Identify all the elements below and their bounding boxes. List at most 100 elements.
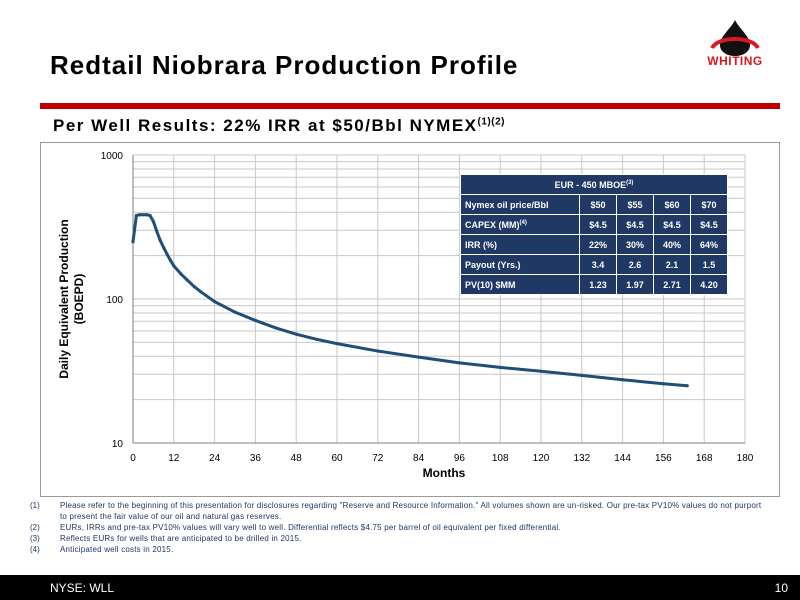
data-point xyxy=(138,213,142,217)
eur-cell: 1.23 xyxy=(579,274,617,295)
data-point xyxy=(148,213,152,218)
eur-row-label-text: Payout (Yrs.) xyxy=(465,259,521,270)
eur-cell: $4.5 xyxy=(616,214,654,235)
x-tick-label: 84 xyxy=(413,453,425,464)
eur-cell: $55 xyxy=(616,194,654,215)
title-divider xyxy=(40,103,780,109)
chart-frame xyxy=(40,142,780,497)
chart-subtitle: Per Well Results: 22% IRR at $50/Bbl NYM… xyxy=(53,116,505,136)
eur-table-row: Payout (Yrs.) 3.4 2.6 2.1 1.5 xyxy=(460,254,728,275)
eur-row-label: IRR (%) xyxy=(460,234,580,255)
footnote-number: (2) xyxy=(30,523,40,532)
x-tick-label: 72 xyxy=(372,453,384,464)
eur-row-label: PV(10) $MM xyxy=(460,274,580,295)
x-axis-title: Months xyxy=(423,466,466,480)
eur-cell: 4.20 xyxy=(690,274,728,295)
x-tick-label: 180 xyxy=(737,453,754,464)
x-tick-label: 144 xyxy=(614,453,631,464)
x-tick-label: 168 xyxy=(696,453,713,464)
data-point xyxy=(151,219,155,224)
footnotes: (1) Please refer to the beginning of thi… xyxy=(30,500,770,555)
eur-cell: 2.71 xyxy=(653,274,691,295)
footnote: (2) EURs, IRRs and pre-tax PV10% values … xyxy=(30,522,770,533)
data-point xyxy=(253,318,257,323)
data-point xyxy=(233,310,237,314)
subtitle-footnote-ref: (1)(2) xyxy=(477,116,505,128)
x-tick-label: 60 xyxy=(331,453,343,464)
data-point xyxy=(417,355,421,359)
eur-cell: 1.97 xyxy=(616,274,654,295)
data-point xyxy=(274,326,278,330)
x-tick-label: 108 xyxy=(492,453,509,464)
data-point xyxy=(498,365,502,369)
eur-header-sup: (3) xyxy=(626,179,634,186)
data-point xyxy=(199,290,203,294)
eur-table-row: Nymex oil price/Bbl $50 $55 $60 $70 xyxy=(460,194,728,215)
data-point xyxy=(131,240,135,244)
eur-cell: $4.5 xyxy=(653,214,691,235)
eur-table-row: CAPEX (MM)(4) $4.5 $4.5 $4.5 $4.5 xyxy=(460,214,728,235)
eur-row-label-text: CAPEX (MM) xyxy=(465,219,520,230)
footnote: (4) Anticipated well costs in 2015. xyxy=(30,544,770,555)
eur-row-label-text: Nymex oil price/Bbl xyxy=(465,199,549,210)
data-point xyxy=(192,284,196,289)
data-point xyxy=(580,373,584,377)
footer-bar: NYSE: WLL 10 xyxy=(0,575,800,600)
company-logo: WHITING xyxy=(700,18,770,73)
eur-cell: 2.1 xyxy=(653,254,691,275)
data-point xyxy=(376,349,380,353)
data-point xyxy=(155,229,159,233)
data-point xyxy=(661,382,666,386)
data-point xyxy=(335,342,339,346)
eur-cell: 3.4 xyxy=(579,254,617,275)
eur-cell: $4.5 xyxy=(579,214,617,235)
eur-cell: $50 xyxy=(579,194,617,215)
data-point xyxy=(168,258,172,262)
data-point xyxy=(172,264,176,268)
eur-cell: $4.5 xyxy=(690,214,728,235)
eur-row-label: Payout (Yrs.) xyxy=(460,254,580,275)
eur-row-label-text: IRR (%) xyxy=(465,239,497,250)
oil-drop-icon xyxy=(710,20,760,56)
footnote: (3) Reflects EURs for wells that are ant… xyxy=(30,533,770,544)
data-point xyxy=(162,245,166,250)
eur-cell: 30% xyxy=(616,234,654,255)
data-point xyxy=(457,361,461,365)
eur-row-label: CAPEX (MM)(4) xyxy=(460,214,580,235)
page-number: 10 xyxy=(774,581,788,595)
eur-cell: 1.5 xyxy=(690,254,728,275)
footnote-text: Anticipated well costs in 2015. xyxy=(60,545,174,554)
data-point xyxy=(621,378,625,382)
x-tick-label: 24 xyxy=(209,453,221,464)
data-point xyxy=(539,369,543,373)
eur-row-label-sup: (4) xyxy=(519,219,527,226)
footnote-number: (1) xyxy=(30,501,40,510)
y-tick-label: 1000 xyxy=(101,151,124,162)
slide-title: Redtail Niobrara Production Profile xyxy=(50,50,519,80)
y-axis-title: Daily Equivalent Production(BOEPD) xyxy=(57,219,86,378)
x-tick-label: 96 xyxy=(454,453,466,464)
data-point xyxy=(685,384,689,388)
eur-table-row: IRR (%) 22% 30% 40% 64% xyxy=(460,234,728,255)
x-tick-label: 0 xyxy=(130,453,136,464)
x-tick-label: 120 xyxy=(533,453,550,464)
data-point xyxy=(165,252,169,256)
eur-cell: 64% xyxy=(690,234,728,255)
y-tick-label: 100 xyxy=(106,295,123,306)
eur-cell: 2.6 xyxy=(616,254,654,275)
footnote-text: Reflects EURs for wells that are anticip… xyxy=(60,534,302,543)
ticker-label: NYSE: WLL xyxy=(50,581,115,595)
footnote-text: EURs, IRRs and pre-tax PV10% values will… xyxy=(60,523,561,532)
eur-cell: 40% xyxy=(653,234,691,255)
data-point xyxy=(179,272,183,276)
eur-table-header: EUR - 450 MBOE(3) xyxy=(460,174,728,195)
data-point xyxy=(294,332,298,336)
data-point xyxy=(158,238,162,243)
data-point xyxy=(134,213,138,218)
subtitle-text: Per Well Results: 22% IRR at $50/Bbl NYM… xyxy=(53,116,478,135)
x-tick-label: 48 xyxy=(291,453,303,464)
footnote: (1) Please refer to the beginning of thi… xyxy=(30,500,770,522)
eur-row-label: Nymex oil price/Bbl xyxy=(460,194,580,215)
data-point xyxy=(213,299,217,304)
